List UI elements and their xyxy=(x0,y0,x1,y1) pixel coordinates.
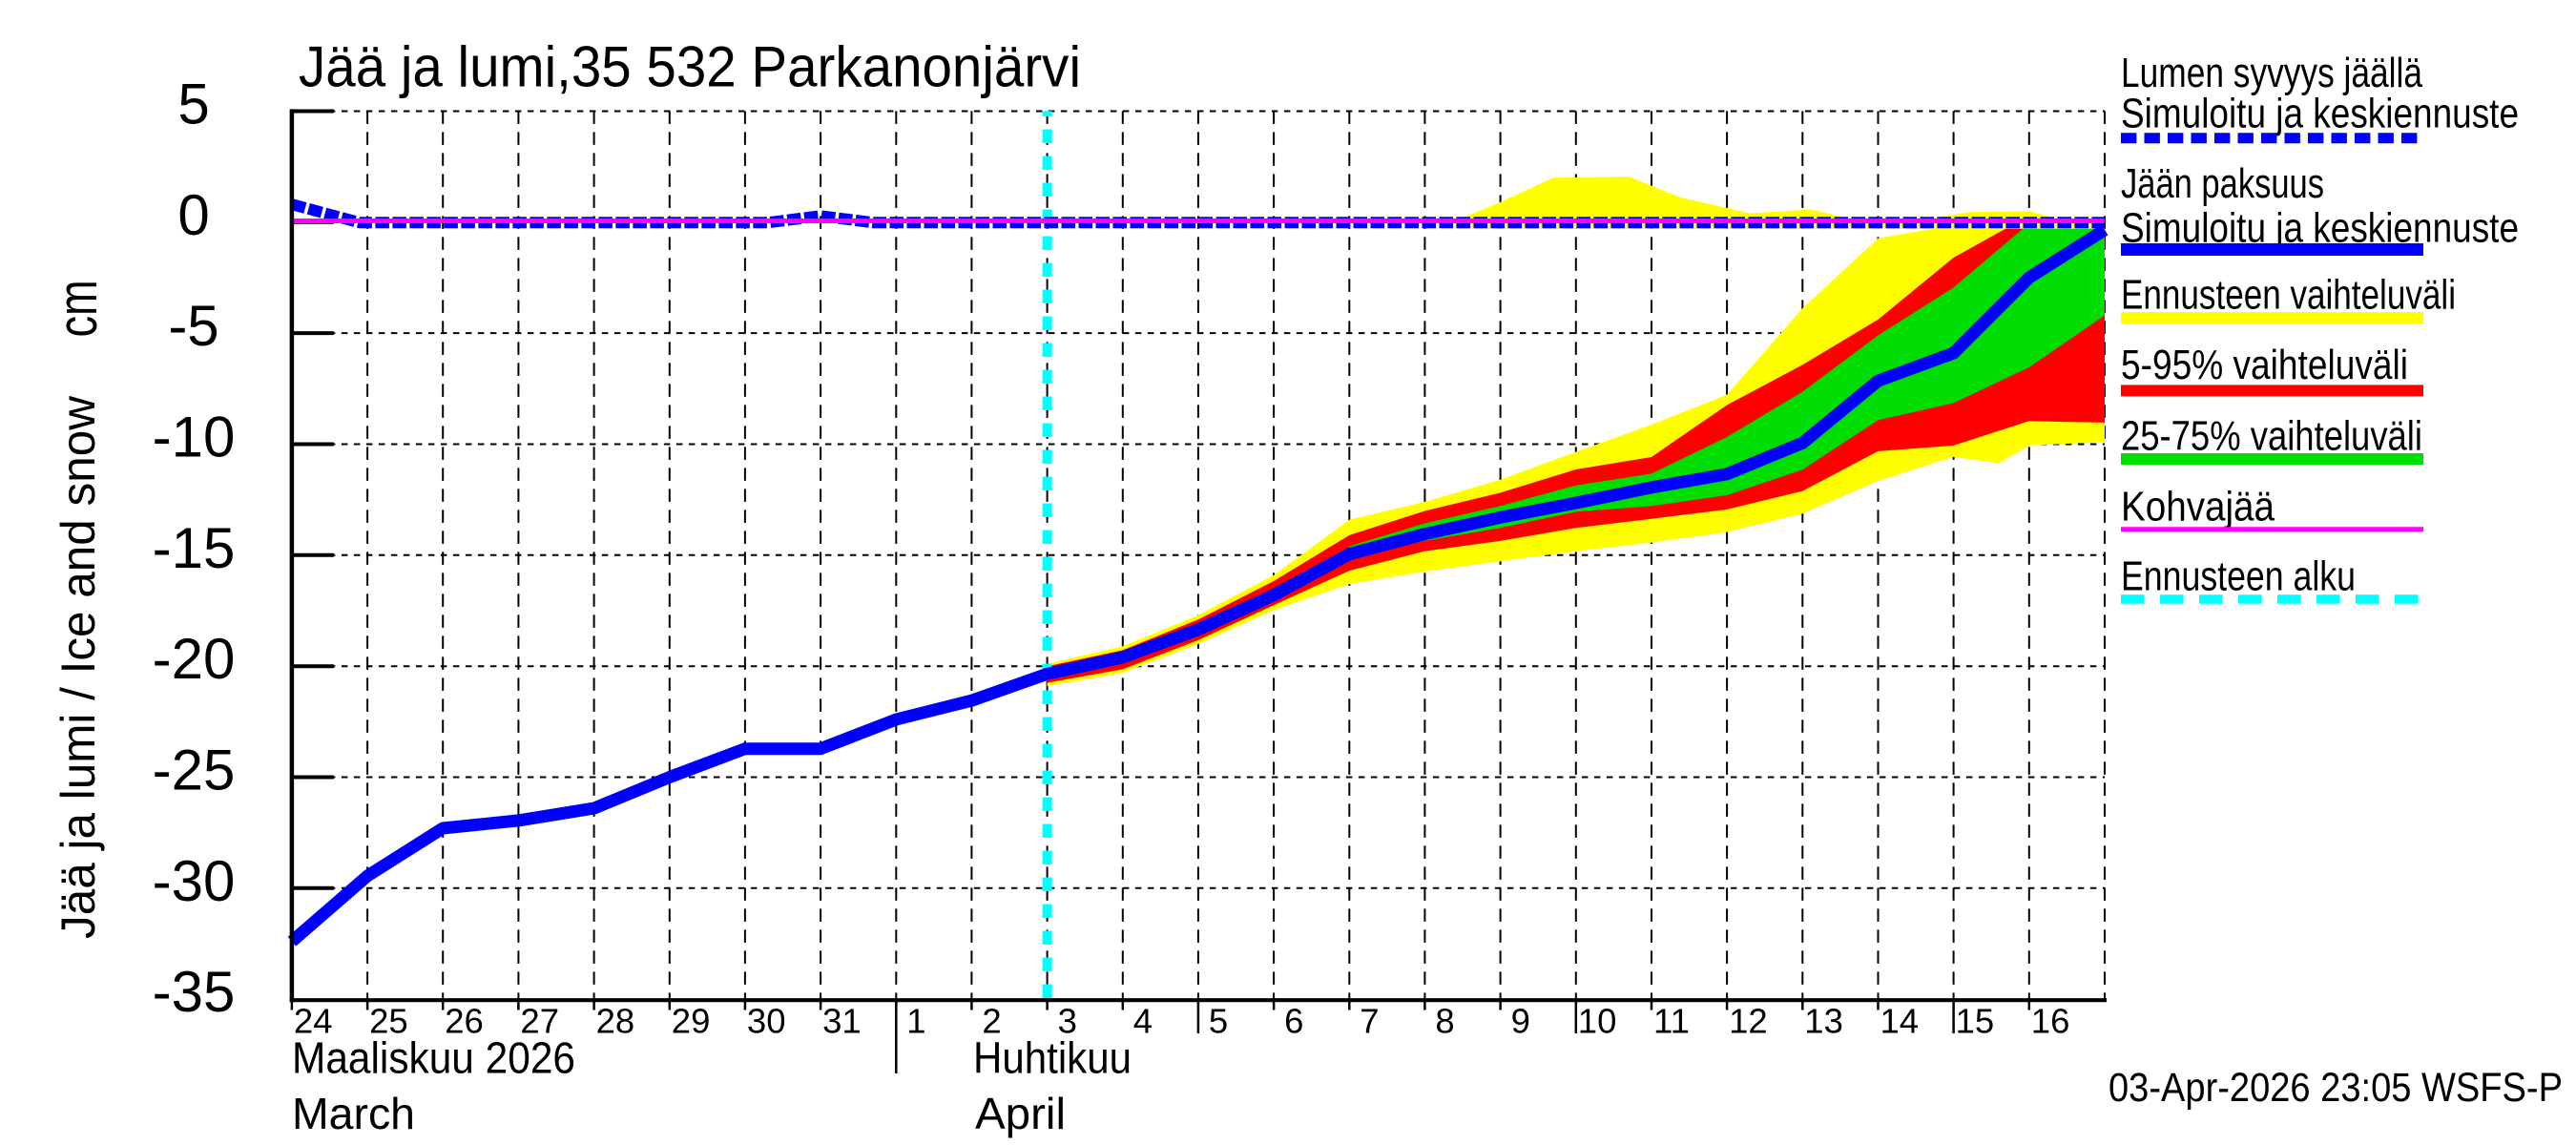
svg-text:Simuloitu ja keskiennuste: Simuloitu ja keskiennuste xyxy=(2121,90,2519,136)
svg-text:Kohvajää: Kohvajää xyxy=(2121,483,2275,530)
svg-text:April: April xyxy=(975,1089,1066,1138)
svg-text:Jään paksuus: Jään paksuus xyxy=(2121,160,2324,207)
svg-text:3: 3 xyxy=(1058,1002,1077,1041)
svg-text:8: 8 xyxy=(1435,1002,1454,1041)
svg-text:24: 24 xyxy=(294,1002,333,1041)
svg-text:Jää ja lumi / Ice and snow: Jää ja lumi / Ice and snow xyxy=(52,395,105,939)
svg-text:13: 13 xyxy=(1804,1002,1843,1041)
svg-text:10: 10 xyxy=(1578,1002,1617,1041)
svg-text:4: 4 xyxy=(1133,1002,1153,1041)
svg-text:29: 29 xyxy=(672,1002,711,1041)
svg-text:-20: -20 xyxy=(153,627,236,691)
svg-text:2: 2 xyxy=(982,1002,1001,1041)
svg-text:31: 31 xyxy=(822,1002,862,1041)
svg-text:Lumen syvyys jäällä: Lumen syvyys jäällä xyxy=(2121,50,2422,96)
svg-text:28: 28 xyxy=(596,1002,635,1041)
svg-text:14: 14 xyxy=(1880,1002,1920,1041)
svg-text:30: 30 xyxy=(747,1002,786,1041)
svg-text:Maaliskuu 2026: Maaliskuu 2026 xyxy=(292,1033,575,1083)
svg-text:March: March xyxy=(292,1089,415,1138)
svg-text:26: 26 xyxy=(445,1002,484,1041)
svg-text:5-95% vaihteluväli: 5-95% vaihteluväli xyxy=(2121,342,2408,388)
svg-text:-10: -10 xyxy=(153,406,236,469)
svg-text:16: 16 xyxy=(2031,1002,2070,1041)
svg-text:Jää ja lumi,35 532 Parkanonjär: Jää ja lumi,35 532 Parkanonjärvi xyxy=(299,35,1081,99)
svg-text:15: 15 xyxy=(1956,1002,1995,1041)
svg-text:Ennusteen alku: Ennusteen alku xyxy=(2121,553,2356,600)
svg-text:11: 11 xyxy=(1653,1002,1690,1041)
svg-text:0: 0 xyxy=(177,183,209,247)
svg-text:-30: -30 xyxy=(153,849,236,913)
svg-text:-35: -35 xyxy=(153,960,236,1024)
svg-text:6: 6 xyxy=(1284,1002,1303,1041)
svg-text:12: 12 xyxy=(1729,1002,1768,1041)
svg-text:25: 25 xyxy=(369,1002,408,1041)
svg-text:9: 9 xyxy=(1511,1002,1530,1041)
svg-text:5: 5 xyxy=(177,73,209,136)
svg-text:25-75% vaihteluväli: 25-75% vaihteluväli xyxy=(2121,413,2422,460)
svg-text:7: 7 xyxy=(1360,1002,1379,1041)
svg-text:cm: cm xyxy=(47,280,109,337)
svg-text:1: 1 xyxy=(906,1002,925,1041)
svg-text:Ennusteen vaihteluväli: Ennusteen vaihteluväli xyxy=(2121,272,2456,319)
svg-text:27: 27 xyxy=(520,1002,559,1041)
svg-text:-15: -15 xyxy=(153,516,236,580)
svg-text:-5: -5 xyxy=(168,294,218,358)
svg-text:03-Apr-2026 23:05 WSFS-P: 03-Apr-2026 23:05 WSFS-P xyxy=(2109,1066,2563,1111)
svg-text:-25: -25 xyxy=(153,739,236,802)
svg-text:Huhtikuu: Huhtikuu xyxy=(973,1033,1132,1083)
svg-text:5: 5 xyxy=(1209,1002,1228,1041)
